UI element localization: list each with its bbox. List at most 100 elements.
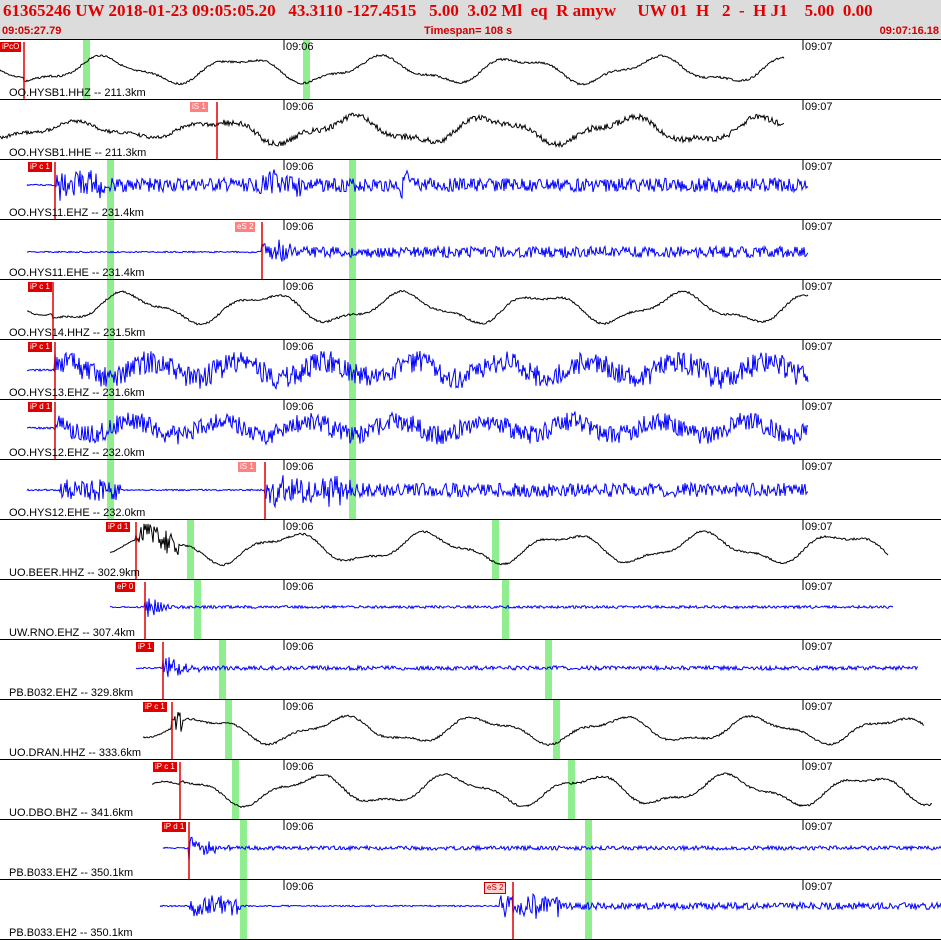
seismogram-trace xyxy=(152,760,932,819)
trace-panel[interactable]: 09:06 09:07 iP c 1 UO.DBO.BHZ -- 341.6km xyxy=(0,760,941,820)
phase-window-marker xyxy=(232,760,239,819)
waveform xyxy=(0,112,785,148)
station-channel-label: OO.HYS11.EHE -- 231.4km xyxy=(9,267,145,279)
phase-pick-label[interactable]: iP c 1 xyxy=(28,162,52,172)
waveform xyxy=(109,598,894,617)
phase-window-marker xyxy=(107,220,114,279)
station-channel-label: PB.B033.EH2 -- 350.1km xyxy=(9,927,133,939)
phase-pick-label[interactable]: iPcO xyxy=(0,42,22,52)
station-channel-label: PB.B033.EHZ -- 350.1km xyxy=(9,867,134,879)
waveform xyxy=(26,475,809,509)
trace-panel[interactable]: 09:06 09:07 iS 1 OO.HYS12.EHE -- 232.0km xyxy=(0,460,941,520)
seismogram-trace xyxy=(162,820,941,879)
station-channel-label: OO.HYSB1.HHE -- 211.3km xyxy=(9,147,147,159)
seismogram-trace xyxy=(27,280,809,339)
station-channel-label: OO.HYS11.EHZ -- 231.4km xyxy=(9,207,144,219)
seismogram-trace xyxy=(109,520,889,579)
seismogram-stack[interactable]: 09:06 09:07 iPcO OO.HYSB1.HHZ -- 211.3km 09:… xyxy=(0,40,941,940)
time-mark-label: 09:06 xyxy=(286,221,314,233)
time-mark-label: 09:06 xyxy=(286,161,314,173)
phase-pick-label[interactable]: eS 2 xyxy=(235,222,256,232)
waveform xyxy=(142,711,925,747)
phase-pick-label[interactable]: eS 2 xyxy=(484,882,507,894)
phase-window-marker xyxy=(545,640,552,699)
phase-pick-label[interactable]: eP 0 xyxy=(115,582,136,592)
time-mark-label: 09:06 xyxy=(286,341,314,353)
time-mark-label: 09:06 xyxy=(286,761,314,773)
phase-pick-label[interactable]: iP 1 xyxy=(136,642,154,652)
station-channel-label: UO.DRAN.HHZ -- 333.6km xyxy=(9,747,142,759)
phase-pick-label[interactable]: iP c 1 xyxy=(28,282,52,292)
time-mark-label: 09:07 xyxy=(805,701,833,713)
time-mark-label: 09:07 xyxy=(805,41,833,53)
phase-window-marker xyxy=(502,580,509,639)
trace-panel[interactable]: 09:06 09:07 eS 2 PB.B033.EH2 -- 350.1km xyxy=(0,880,941,940)
seismogram-trace xyxy=(0,100,804,159)
phase-pick-label[interactable]: iP c 1 xyxy=(28,342,52,352)
phase-window-marker xyxy=(187,520,194,579)
time-mark-label: 09:06 xyxy=(286,581,314,593)
phase-window-marker xyxy=(568,760,575,819)
trace-panel[interactable]: 09:06 09:07 iP c 1 UO.DRAN.HHZ -- 333.6km xyxy=(0,700,941,760)
waveform xyxy=(0,54,785,86)
trace-panel[interactable]: 09:06 09:07 iP c 1 OO.HYS13.EHZ -- 231.6km xyxy=(0,340,941,400)
phase-window-marker xyxy=(225,700,232,759)
phase-window-marker xyxy=(83,40,90,99)
phase-pick-label[interactable]: iP c 1 xyxy=(143,702,167,712)
waveform xyxy=(162,836,941,862)
phase-window-marker xyxy=(585,880,592,939)
trace-panel[interactable]: 09:06 09:07 eP 0 UW.RNO.EHZ -- 307.4km xyxy=(0,580,941,640)
time-mark-label: 09:07 xyxy=(805,161,833,173)
phase-window-marker xyxy=(240,820,247,879)
seismogram-trace xyxy=(159,880,941,939)
time-mark-label: 09:06 xyxy=(286,701,314,713)
time-mark-label: 09:06 xyxy=(286,881,314,893)
phase-window-marker xyxy=(553,700,560,759)
phase-window-marker xyxy=(194,580,201,639)
station-channel-label: UO.BEER.HHZ -- 302.9km xyxy=(9,567,140,579)
phase-pick-label[interactable]: iS 1 xyxy=(238,462,256,472)
phase-window-marker xyxy=(585,820,592,879)
station-channel-label: OO.HYS12.EHZ -- 232.0km xyxy=(9,447,145,459)
time-mark-label: 09:07 xyxy=(805,641,833,653)
trace-panel[interactable]: 09:06 09:07 iP d 1 UO.BEER.HHZ -- 302.9km xyxy=(0,520,941,580)
time-mark-label: 09:06 xyxy=(286,461,314,473)
waveform xyxy=(135,657,919,677)
trace-panel[interactable]: 09:06 09:07 iP c 1 OO.HYS14.HHZ -- 231.5km xyxy=(0,280,941,340)
seismogram-trace xyxy=(0,40,804,99)
trace-panel[interactable]: 09:06 09:07 iP d 1 PB.B033.EHZ -- 350.1km xyxy=(0,820,941,880)
seismogram-trace xyxy=(142,700,925,759)
station-channel-label: PB.B032.EHZ -- 329.8km xyxy=(9,687,134,699)
trace-panel[interactable]: 09:06 09:07 iS 1 OO.HYSB1.HHE -- 211.3km xyxy=(0,100,941,160)
seismogram-trace xyxy=(109,580,894,639)
seismogram-trace xyxy=(27,340,809,399)
seismogram-trace xyxy=(26,160,809,219)
end-time: 09:07:16.18 xyxy=(879,25,939,37)
phase-window-marker xyxy=(492,520,499,579)
time-mark-label: 09:06 xyxy=(286,521,314,533)
time-mark-label: 09:07 xyxy=(805,761,833,773)
time-mark-label: 09:07 xyxy=(805,281,833,293)
waveform xyxy=(26,239,809,262)
trace-panel[interactable]: 09:06 09:07 iPcO OO.HYSB1.HHZ -- 211.3km xyxy=(0,40,941,100)
phase-pick-label[interactable]: iP d 1 xyxy=(106,522,131,532)
event-summary-title: 61365246 UW 2018-01-23 09:05:05.20 43.31… xyxy=(3,1,873,20)
trace-panel[interactable]: 09:06 09:07 iP c 1 OO.HYS11.EHZ -- 231.4km xyxy=(0,160,941,220)
trace-panel[interactable]: 09:06 09:07 eS 2 OO.HYS11.EHE -- 231.4km xyxy=(0,220,941,280)
phase-pick-label[interactable]: iP d 1 xyxy=(162,822,187,832)
time-mark-label: 09:06 xyxy=(286,281,314,293)
seismogram-trace xyxy=(135,640,919,699)
phase-pick-label[interactable]: iP c 1 xyxy=(153,762,177,772)
waveform xyxy=(26,411,809,446)
time-mark-label: 09:06 xyxy=(286,821,314,833)
time-mark-label: 09:07 xyxy=(805,461,833,473)
phase-window-marker xyxy=(219,640,226,699)
time-mark-label: 09:07 xyxy=(805,521,833,533)
trace-panel[interactable]: 09:06 09:07 iP 1 PB.B032.EHZ -- 329.8km xyxy=(0,640,941,700)
phase-pick-label[interactable]: iS 1 xyxy=(190,102,208,112)
phase-window-marker xyxy=(349,340,356,399)
trace-panel[interactable]: 09:06 09:07 iP d 1 OO.HYS12.EHZ -- 232.0km xyxy=(0,400,941,460)
waveform xyxy=(27,289,809,326)
phase-pick-label[interactable]: iP d 1 xyxy=(28,402,53,412)
time-mark-label: 09:07 xyxy=(805,821,833,833)
